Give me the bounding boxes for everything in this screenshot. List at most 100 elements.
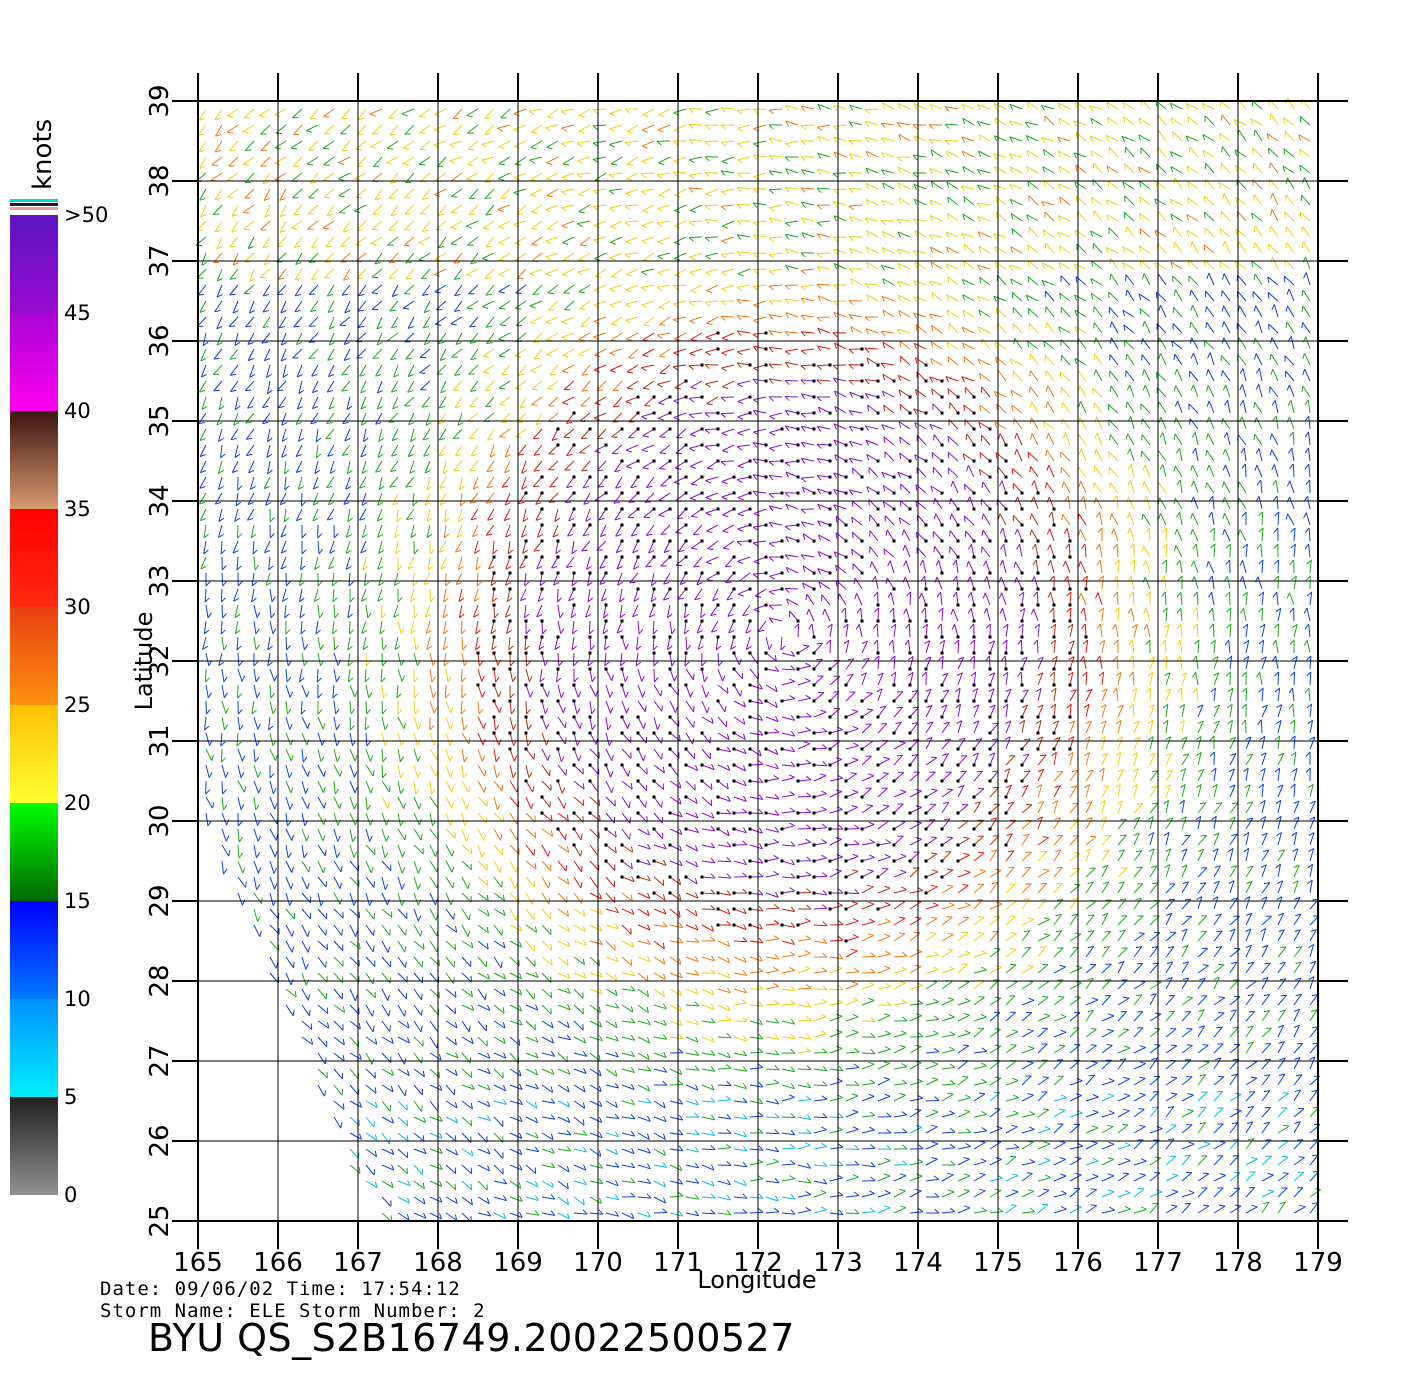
rain-flag (940, 683, 944, 687)
wind-barb (1021, 1113, 1035, 1118)
wind-barb (317, 1068, 328, 1079)
wind-barb-flag (679, 845, 683, 852)
wind-barb (365, 940, 374, 953)
wind-barb (909, 754, 919, 766)
wind-barb (653, 764, 665, 774)
wind-barb-flag (790, 1048, 796, 1054)
wind-barb (973, 704, 980, 718)
wind-barb-flag (1168, 1010, 1175, 1013)
wind-barb-flag (662, 783, 665, 790)
wind-barb (509, 1068, 522, 1077)
wind-barb (333, 844, 338, 858)
wind-barb-flag (339, 802, 342, 809)
wind-barb (349, 1148, 360, 1159)
wind-barb (1117, 997, 1130, 1006)
wind-barb-flag (1005, 784, 1012, 788)
wind-barb-flag (483, 834, 486, 841)
wind-barb (605, 844, 617, 854)
wind-barb-flag (326, 943, 329, 950)
wind-barb-flag (207, 692, 212, 699)
wind-barb (781, 777, 795, 782)
wind-barb (861, 775, 875, 782)
wind-barb (861, 692, 873, 702)
wind-barb-flag (519, 941, 522, 948)
wind-barb (461, 1004, 475, 1011)
wind-barb (365, 956, 376, 967)
wind-barb-flag (805, 838, 811, 843)
wind-barb (813, 1052, 828, 1054)
wind-barb (637, 780, 647, 792)
wind-barb (605, 764, 612, 778)
wind-barb-flag (1136, 1011, 1143, 1013)
wind-barb (1085, 1010, 1094, 1022)
wind-barb-flag (710, 799, 713, 806)
rain-flag (876, 715, 880, 719)
wind-barb-flag (306, 883, 310, 890)
rain-flag (844, 763, 848, 767)
rain-flag (812, 875, 816, 879)
wind-barb-flag (1291, 767, 1298, 773)
wind-barb-flag (758, 984, 764, 990)
wind-barb (1277, 1041, 1285, 1054)
rain-flag (908, 763, 912, 767)
wind-barb-flag (342, 1038, 345, 1046)
wind-barb-flag (306, 691, 310, 698)
wind-barb-flag (1264, 1043, 1271, 1045)
wind-barb-flag (373, 881, 375, 888)
wind-barb (1085, 867, 1096, 878)
wind-barb (765, 732, 780, 734)
wind-barb (925, 705, 933, 718)
wind-barb (1101, 753, 1109, 766)
wind-barb (589, 780, 599, 792)
wind-barb (397, 1036, 410, 1044)
wind-barb-flag (401, 867, 406, 874)
rain-flag (1036, 715, 1040, 719)
wind-barb-flag (647, 892, 651, 899)
wind-barb (765, 1003, 780, 1006)
wind-barb (797, 1209, 811, 1214)
wind-barb (1229, 865, 1238, 878)
wind-barb-flag (726, 920, 732, 926)
wind-barb (1053, 996, 1065, 1006)
wind-barb-flag (1294, 929, 1301, 932)
wind-barb (365, 1036, 377, 1045)
wind-barb-flag (725, 1095, 732, 1101)
wind-barb (733, 684, 741, 697)
wind-barb (797, 841, 811, 846)
wind-barb-flag (486, 926, 489, 933)
wind-barb (1293, 768, 1298, 782)
wind-barb-flag (964, 869, 971, 873)
wind-barb-flag (663, 1181, 666, 1188)
wind-barb (1260, 719, 1263, 734)
wind-barb (1277, 978, 1287, 990)
wind-barb (1005, 1156, 1017, 1166)
wind-barb-flag (1231, 833, 1238, 837)
wind-barb-flag (949, 1207, 956, 1212)
wind-barb-flag (610, 707, 614, 714)
wind-barb (1053, 835, 1064, 846)
wind-barb-flag (822, 1065, 828, 1072)
wind-barb-flag (307, 802, 310, 809)
wind-barb-flag (431, 788, 436, 795)
wind-barb (333, 716, 337, 730)
rain-flag (908, 667, 912, 671)
wind-barb-flag (1272, 655, 1277, 662)
wind-barb (365, 796, 368, 811)
wind-barb (701, 684, 707, 698)
wind-barb (1133, 1209, 1147, 1214)
wind-barb-flag (272, 787, 277, 794)
wind-barb-flag (316, 677, 322, 683)
wind-barb (1277, 688, 1281, 702)
wind-barb (349, 1020, 361, 1030)
wind-barb (1021, 1161, 1035, 1166)
wind-barb-flag (257, 723, 261, 730)
rain-flag (796, 667, 800, 671)
wind-barb (541, 828, 553, 837)
wind-barb-flag (1074, 852, 1081, 854)
wind-barb (653, 892, 666, 901)
wind-barb-flag (710, 1050, 716, 1056)
wind-barb (1069, 704, 1072, 718)
wind-barb (397, 1084, 406, 1097)
wind-barb-flag (868, 901, 875, 905)
wind-barb (477, 684, 483, 698)
